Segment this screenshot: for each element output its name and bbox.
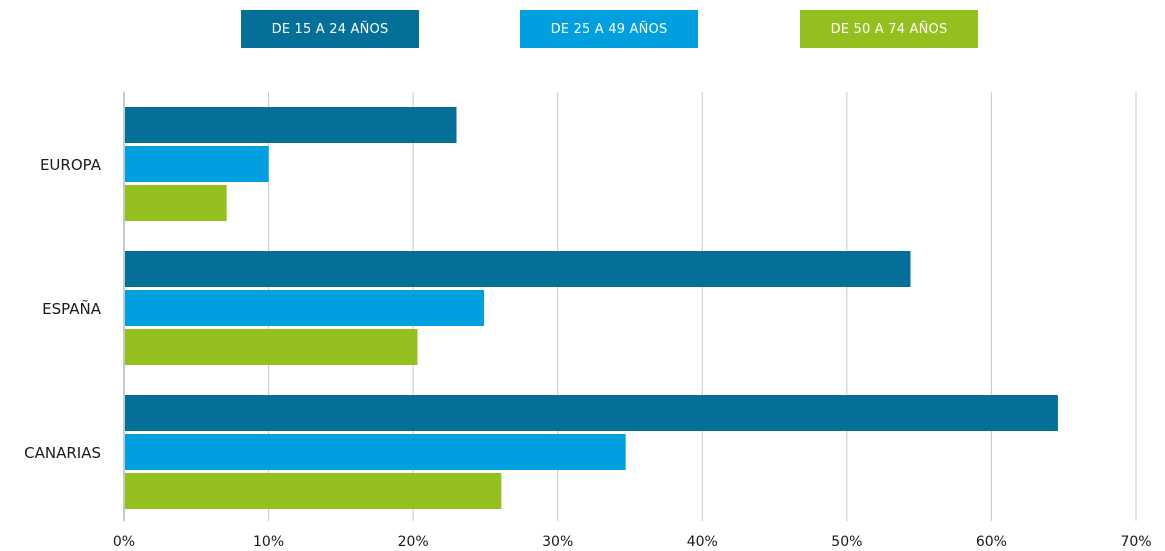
category-label-1: EUROPA [40, 156, 102, 174]
category-label-3: CANARIAS [24, 444, 101, 462]
bar-españa-series-1 [125, 251, 911, 287]
legend-item-50-74: DE 50 A 74 AÑOS [800, 10, 978, 48]
x-tick-label-0: 0% [113, 534, 135, 550]
bar-europa-series-1 [125, 107, 457, 143]
bar-españa-series-3 [125, 329, 418, 365]
legend-item-25-49: DE 25 A 49 AÑOS [520, 10, 698, 48]
bar-españa-series-2 [125, 290, 484, 326]
bar-europa-series-3 [125, 185, 227, 221]
bar-europa-series-2 [125, 146, 269, 182]
bar-canarias-series-3 [125, 473, 502, 509]
x-tick-label-40: 40% [687, 534, 718, 550]
bar-canarias-series-2 [125, 434, 626, 470]
x-tick-label-60: 60% [976, 534, 1007, 550]
x-tick-label-20: 20% [398, 534, 429, 550]
x-tick-label-30: 30% [542, 534, 573, 550]
category-label-2: ESPAÑA [42, 299, 102, 318]
bar-canarias-series-1 [125, 395, 1058, 431]
x-tick-label-70: 70% [1120, 534, 1151, 550]
x-tick-label-10: 10% [253, 534, 284, 550]
x-tick-label-50: 50% [831, 534, 862, 550]
legend-item-15-24: DE 15 A 24 AÑOS [241, 10, 419, 48]
